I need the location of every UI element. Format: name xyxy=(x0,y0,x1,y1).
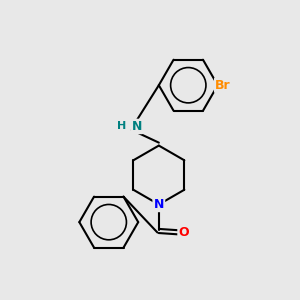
Text: H: H xyxy=(117,122,126,131)
Text: N: N xyxy=(154,198,164,211)
Text: O: O xyxy=(178,226,189,239)
Text: Br: Br xyxy=(215,79,231,92)
Text: N: N xyxy=(132,120,142,133)
